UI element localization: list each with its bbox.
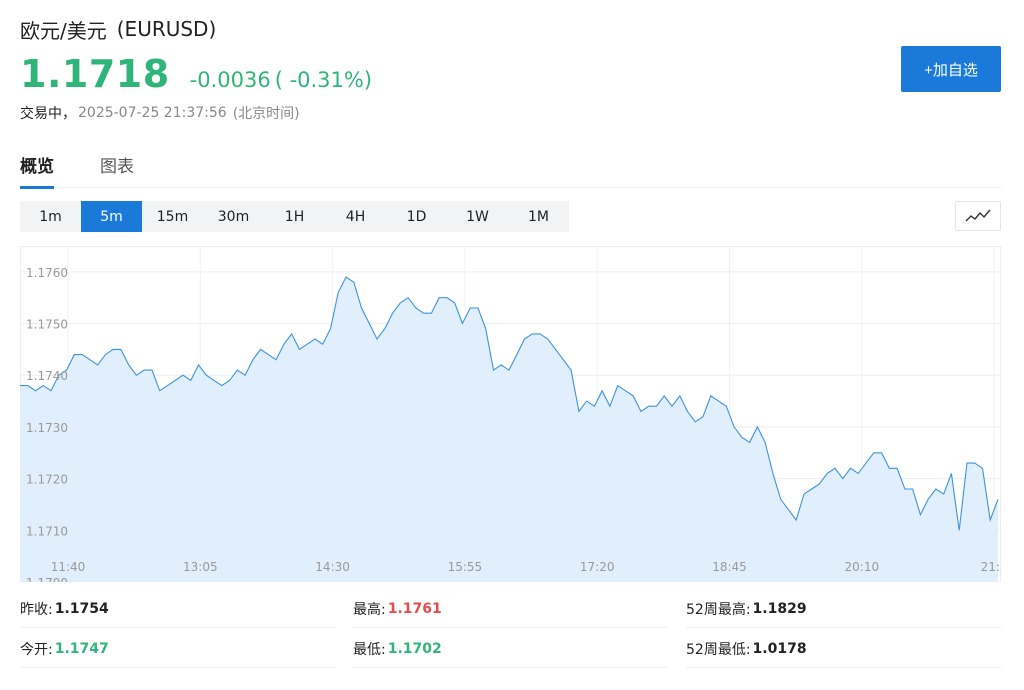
- x-tick-label: 18:45: [712, 560, 747, 574]
- stat-value: 1.1747: [54, 640, 109, 657]
- stats-row: 昨收: 1.1754 最高: 1.1761 52周最高: 1.1829: [20, 590, 1001, 628]
- interval-5m[interactable]: 5m: [81, 201, 142, 232]
- stat-value: 1.1761: [387, 600, 442, 617]
- y-tick-label: 1.1720: [26, 473, 68, 487]
- stat-high: 最高: 1.1761: [353, 590, 668, 628]
- stat-label: 昨收:: [20, 601, 53, 618]
- price-area: [20, 277, 998, 582]
- stat-label: 52周最高:: [686, 601, 751, 618]
- status-label: 交易中，: [20, 106, 76, 122]
- interval-4h[interactable]: 4H: [345, 208, 366, 225]
- price-chart: 1.1700 1.1710 1.1720 1.1730 1.1740 1.1750 1.17…: [20, 246, 1001, 582]
- stat-prev-close: 昨收: 1.1754: [20, 590, 335, 628]
- price-chart-svg: 1.1700 1.1710 1.1720 1.1730 1.1740 1.1750 1.17…: [20, 246, 1001, 582]
- trading-status: 交易中， 2025-07-25 21:37:56 (北京时间): [20, 103, 300, 123]
- stat-value: 1.1829: [752, 600, 807, 617]
- price-change-percent: ( -0.31%): [274, 68, 373, 92]
- stat-label: 52周最低:: [686, 641, 751, 658]
- interval-1mo[interactable]: 1M: [528, 208, 549, 225]
- y-tick-label: 1.1760: [26, 266, 68, 280]
- interval-1d[interactable]: 1D: [406, 208, 427, 225]
- instrument-name: 欧元/美元: [20, 18, 107, 43]
- x-tick-label: 15:55: [448, 560, 483, 574]
- stat-52w-low: 52周最低: 1.0178: [686, 630, 1001, 668]
- stat-low: 最低: 1.1702: [353, 630, 668, 668]
- stat-label: 今开:: [20, 641, 53, 658]
- y-tick-label: 1.1730: [26, 421, 68, 435]
- price-change: -0.0036: [189, 68, 271, 92]
- tab-overview[interactable]: 概览: [20, 152, 54, 189]
- tab-chart[interactable]: 图表: [100, 157, 134, 177]
- y-tick-label: 1.1710: [26, 524, 68, 538]
- instrument-title: 欧元/美元 (EURUSD): [20, 14, 216, 44]
- add-to-watchlist-button[interactable]: +加自选: [901, 46, 1001, 92]
- interval-selector: 1m 5m 15m 30m 1H 4H 1D 1W 1M: [20, 201, 569, 232]
- x-tick-label: 13:05: [183, 560, 218, 574]
- interval-15m[interactable]: 15m: [156, 208, 189, 225]
- tab-bar: 概览 图表: [20, 148, 1001, 189]
- stats-row: 今开: 1.1747 最低: 1.1702 52周最低: 1.0178: [20, 630, 1001, 668]
- stat-label: 最高:: [353, 601, 386, 618]
- status-timezone: (北京时间): [232, 106, 300, 122]
- current-price: 1.1718: [20, 52, 170, 96]
- x-tick-label: 21:3: [981, 560, 1001, 574]
- interval-1h[interactable]: 1H: [284, 208, 305, 225]
- chart-type-button[interactable]: [955, 201, 1001, 231]
- x-tick-label: 20:10: [845, 560, 880, 574]
- interval-30m[interactable]: 30m: [217, 208, 250, 225]
- status-timestamp: 2025-07-25 21:37:56: [78, 105, 227, 121]
- stat-label: 最低:: [353, 641, 386, 658]
- instrument-code: (EURUSD): [116, 17, 217, 41]
- stat-52w-high: 52周最高: 1.1829: [686, 590, 1001, 628]
- y-tick-label: 1.1750: [26, 318, 68, 332]
- x-tick-label: 11:40: [51, 560, 86, 574]
- x-tick-label: 17:20: [580, 560, 615, 574]
- price-block: 1.1718 -0.0036 ( -0.31%): [20, 52, 372, 98]
- y-tick-label: 1.1740: [26, 369, 68, 383]
- stat-value: 1.1702: [387, 640, 442, 657]
- y-tick-label: 1.1700: [26, 576, 68, 582]
- stat-value: 1.0178: [752, 640, 807, 657]
- x-tick-label: 14:30: [315, 560, 350, 574]
- price-line: [20, 276, 999, 531]
- interval-1m[interactable]: 1m: [39, 208, 62, 225]
- stat-open: 今开: 1.1747: [20, 630, 335, 668]
- stat-value: 1.1754: [54, 600, 109, 617]
- interval-1w[interactable]: 1W: [466, 208, 489, 225]
- line-chart-icon: [965, 209, 991, 222]
